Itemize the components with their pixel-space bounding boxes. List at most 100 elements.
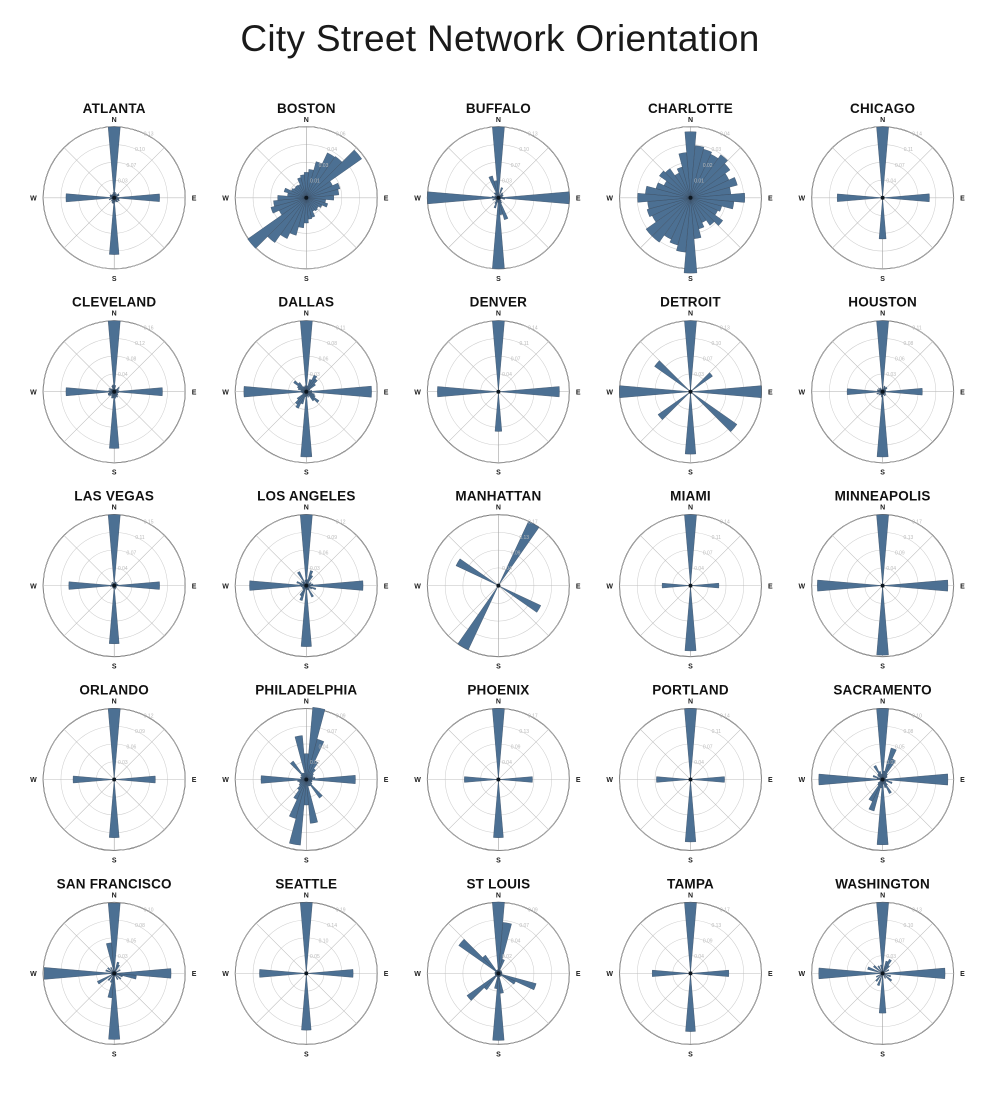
svg-text:E: E: [384, 777, 389, 784]
svg-text:N: N: [880, 117, 885, 124]
svg-text:N: N: [112, 505, 117, 512]
svg-text:E: E: [960, 196, 965, 203]
svg-text:BOSTON: BOSTON: [277, 101, 336, 116]
svg-text:S: S: [112, 276, 117, 283]
svg-text:W: W: [414, 777, 421, 784]
svg-text:S: S: [304, 470, 309, 477]
svg-text:0.03: 0.03: [118, 760, 128, 766]
svg-text:0.03: 0.03: [310, 372, 320, 378]
svg-text:W: W: [30, 389, 37, 396]
svg-text:MIAMI: MIAMI: [670, 489, 711, 504]
svg-text:BUFFALO: BUFFALO: [466, 101, 531, 116]
svg-text:0.04: 0.04: [720, 132, 730, 138]
svg-text:0.13: 0.13: [904, 535, 914, 541]
svg-text:S: S: [496, 1051, 501, 1058]
svg-text:S: S: [112, 1051, 117, 1058]
svg-text:W: W: [222, 971, 229, 978]
svg-text:S: S: [112, 858, 117, 865]
svg-text:0.04: 0.04: [886, 566, 896, 572]
svg-text:N: N: [304, 117, 309, 124]
svg-text:N: N: [496, 311, 501, 318]
svg-text:0.08: 0.08: [904, 341, 914, 347]
svg-text:0.08: 0.08: [327, 341, 337, 347]
svg-text:E: E: [768, 196, 773, 203]
svg-text:0.06: 0.06: [895, 357, 905, 363]
svg-text:E: E: [576, 971, 581, 978]
svg-text:S: S: [880, 858, 885, 865]
svg-text:0.10: 0.10: [912, 713, 922, 719]
svg-text:S: S: [304, 664, 309, 671]
svg-text:N: N: [112, 311, 117, 318]
svg-text:0.06: 0.06: [319, 357, 329, 363]
svg-text:W: W: [30, 971, 37, 978]
svg-text:W: W: [222, 196, 229, 203]
svg-text:ST LOUIS: ST LOUIS: [466, 876, 530, 891]
svg-text:E: E: [192, 196, 197, 203]
svg-text:N: N: [496, 117, 501, 124]
svg-text:E: E: [768, 583, 773, 590]
svg-text:0.02: 0.02: [502, 954, 512, 960]
svg-text:E: E: [576, 777, 581, 784]
svg-text:0.05: 0.05: [895, 744, 905, 750]
svg-text:N: N: [304, 311, 309, 318]
svg-text:E: E: [192, 777, 197, 784]
svg-text:0.09: 0.09: [528, 907, 538, 913]
svg-text:0.10: 0.10: [711, 341, 721, 347]
svg-text:E: E: [576, 196, 581, 203]
svg-text:0.12: 0.12: [144, 713, 154, 719]
svg-text:N: N: [304, 699, 309, 706]
svg-text:W: W: [30, 583, 37, 590]
svg-text:0.07: 0.07: [127, 163, 137, 169]
svg-text:E: E: [192, 389, 197, 396]
svg-text:0.01: 0.01: [310, 178, 320, 184]
svg-text:E: E: [768, 971, 773, 978]
svg-text:0.04: 0.04: [327, 147, 337, 153]
svg-text:0.03: 0.03: [886, 954, 896, 960]
svg-text:0.13: 0.13: [912, 907, 922, 913]
svg-text:S: S: [880, 664, 885, 671]
svg-text:0.04: 0.04: [319, 744, 329, 750]
svg-text:0.11: 0.11: [712, 729, 722, 735]
svg-text:0.04: 0.04: [118, 566, 128, 572]
svg-text:0.01: 0.01: [694, 178, 704, 184]
svg-text:0.03: 0.03: [886, 372, 896, 378]
svg-text:S: S: [688, 276, 693, 283]
svg-text:N: N: [688, 892, 693, 899]
svg-text:E: E: [960, 583, 965, 590]
svg-text:N: N: [688, 117, 693, 124]
svg-text:0.03: 0.03: [502, 178, 512, 184]
svg-text:W: W: [414, 389, 421, 396]
svg-text:0.07: 0.07: [519, 923, 529, 929]
svg-text:DENVER: DENVER: [470, 295, 528, 310]
svg-text:CLEVELAND: CLEVELAND: [72, 295, 156, 310]
svg-text:0.07: 0.07: [511, 357, 521, 363]
svg-text:SEATTLE: SEATTLE: [275, 876, 337, 891]
svg-text:0.14: 0.14: [528, 326, 538, 332]
svg-text:W: W: [414, 196, 421, 203]
svg-text:0.04: 0.04: [118, 372, 128, 378]
svg-text:E: E: [384, 196, 389, 203]
svg-text:N: N: [880, 699, 885, 706]
svg-text:W: W: [30, 196, 37, 203]
svg-text:0.07: 0.07: [895, 163, 905, 169]
svg-text:W: W: [606, 583, 613, 590]
svg-text:E: E: [576, 389, 581, 396]
svg-text:CHARLOTTE: CHARLOTTE: [648, 101, 733, 116]
svg-text:E: E: [768, 389, 773, 396]
svg-text:0.10: 0.10: [319, 938, 329, 944]
svg-text:W: W: [606, 971, 613, 978]
svg-text:S: S: [496, 664, 501, 671]
svg-text:0.17: 0.17: [528, 713, 538, 719]
svg-text:N: N: [688, 699, 693, 706]
svg-text:0.09: 0.09: [135, 729, 145, 735]
svg-text:S: S: [688, 858, 693, 865]
svg-text:E: E: [192, 971, 197, 978]
svg-text:0.09: 0.09: [336, 713, 346, 719]
svg-text:0.13: 0.13: [519, 535, 529, 541]
svg-text:0.15: 0.15: [144, 520, 154, 526]
svg-text:0.03: 0.03: [711, 147, 721, 153]
svg-text:S: S: [496, 276, 501, 283]
svg-text:N: N: [496, 699, 501, 706]
svg-text:MANHATTAN: MANHATTAN: [455, 489, 541, 504]
svg-text:0.04: 0.04: [694, 566, 704, 572]
